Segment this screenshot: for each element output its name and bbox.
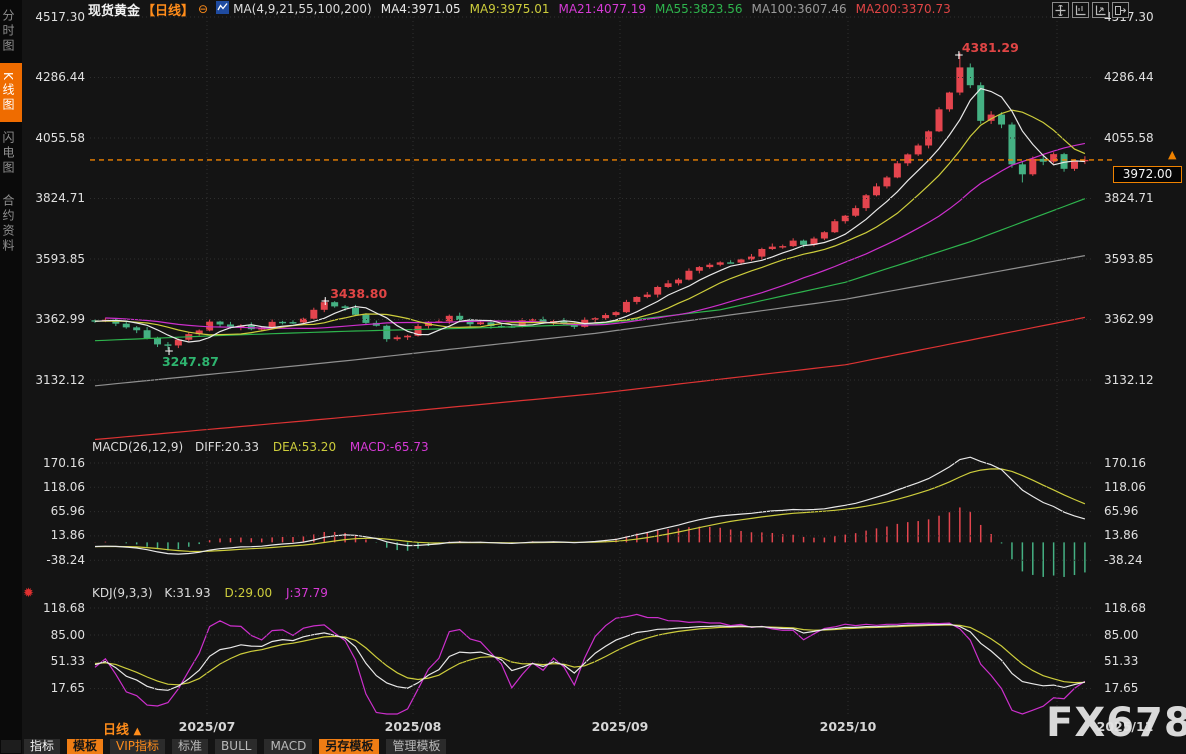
price-axis-label-left: 3132.12 [35, 372, 85, 387]
indicator-settings-icon[interactable]: ✹ [23, 586, 34, 601]
macd-axis-label-left: -38.24 [46, 552, 85, 567]
sidebar-tab-contract-info[interactable]: 合约资料 [1, 193, 15, 254]
sidebar-tab-kline[interactable]: K线图 [0, 63, 22, 122]
period-label: 日线 [103, 723, 130, 738]
xaxis-label-oct: 2025/10 [819, 719, 877, 734]
xaxis-label-aug: 2025/08 [384, 719, 442, 734]
price-axis-label-left: 4286.44 [35, 70, 85, 84]
kdj-axis-label-right: 51.33 [1104, 654, 1139, 669]
tab-indicators[interactable]: 指标 [24, 739, 61, 754]
price-up-arrow-icon: ▲ [1168, 148, 1177, 161]
tab-manage-template[interactable]: 管理模板 [386, 739, 447, 754]
chart-tool-buttons [1052, 2, 1129, 18]
macd-hist-value: MACD:-65.73 [349, 440, 429, 454]
price-axis-label-right: 3362.99 [1104, 312, 1154, 326]
kdj-axis-label-left: 51.33 [50, 654, 85, 669]
high-plus-icon: + [953, 48, 964, 62]
xaxis-label-sep: 2025/09 [591, 719, 649, 734]
macd-legend: MACD(26,12,9) DIFF:20.33 DEA:53.20 MACD:… [92, 440, 429, 454]
price-axis-label-right: 3593.85 [1104, 251, 1154, 266]
tab-macd[interactable]: MACD [264, 739, 313, 754]
kdj-k-value: K:31.93 [164, 586, 211, 600]
price-axis-label-left: 4055.58 [35, 130, 85, 145]
high-price-marker: 4381.29 [961, 40, 1019, 55]
period-tag[interactable]: 【日线】 [142, 3, 195, 19]
period-selector-button[interactable]: 日线 ▲ [103, 719, 141, 738]
macd-axis-label-left: 13.86 [50, 528, 85, 543]
ma100-value: MA100:3607.46 [751, 2, 847, 16]
tab-standard[interactable]: 标准 [172, 739, 209, 754]
macd-axis-label-left: 118.06 [43, 479, 85, 494]
tab-vip-indicators[interactable]: VIP指标 [110, 739, 166, 754]
macd-axis-label-right: -38.24 [1104, 552, 1143, 567]
tab-templates[interactable]: 模板 [67, 739, 104, 754]
ma55-value: MA55:3823.56 [654, 2, 743, 16]
macd-axis-label-left: 65.96 [50, 504, 85, 519]
macd-diff-value: DIFF:20.33 [194, 440, 260, 454]
chart-header: 现货黄金 【日线】 ⊖ MA(4,9,21,55,100,200) MA4:39… [88, 1, 960, 19]
sidebar-footer-button[interactable] [1, 740, 21, 753]
price-axis-label-left: 4517.30 [35, 9, 85, 24]
symbol-name: 现货黄金 [88, 3, 141, 19]
bottom-toolbar: 指标 模板 VIP指标 标准 BULL MACD 另存模板 管理模板 [24, 739, 447, 754]
period-dropdown-arrow-icon: ▲ [133, 726, 142, 737]
kdj-axis-label-left: 85.00 [50, 627, 85, 642]
kdj-axis-label-right: 85.00 [1104, 627, 1139, 642]
kdj-j-value: J:37.79 [285, 586, 328, 600]
macd-axis-label-right: 118.06 [1104, 479, 1146, 494]
swing-low-plus-icon: + [163, 344, 174, 358]
current-price-tag[interactable]: 3972.00 [1113, 166, 1182, 183]
macd-axis-label-right: 65.96 [1104, 504, 1139, 519]
kdj-legend: KDJ(9,3,3) K:31.93 D:29.00 J:37.79 [92, 586, 328, 600]
price-axis-label-right: 3824.71 [1104, 191, 1154, 205]
macd-title: MACD(26,12,9) [92, 440, 184, 454]
price-axis-label-left: 3824.71 [35, 191, 85, 205]
ma9-value: MA9:3975.01 [469, 2, 550, 16]
ma21-value: MA21:4077.19 [558, 2, 646, 16]
left-sidebar: 分时图 K线图 闪电图 合约资料 [0, 0, 22, 754]
price-axis-label-right: 4055.58 [1104, 130, 1154, 145]
macd-axis-label-right: 170.16 [1104, 455, 1146, 470]
kdj-title: KDJ(9,3,3) [92, 586, 153, 600]
tab-save-template[interactable]: 另存模板 [319, 739, 380, 754]
kdj-axis-label-left: 17.65 [50, 681, 85, 696]
ma4-value: MA4:3971.05 [380, 2, 461, 16]
swing-high-plus-icon: + [320, 294, 331, 308]
kdj-axis-label-left: 118.68 [43, 600, 85, 615]
xaxis-label-jul: 2025/07 [178, 719, 236, 734]
kdj-d-value: D:29.00 [224, 586, 273, 600]
price-axis-label-left: 3362.99 [35, 312, 85, 326]
collapse-circle-icon[interactable]: ⊖ [198, 2, 209, 16]
swing-high-marker: 3438.80 [330, 286, 388, 301]
price-axis-label-left: 3593.85 [35, 251, 85, 266]
price-axis-label-right: 3132.12 [1104, 372, 1154, 387]
sidebar-tab-lightning[interactable]: 闪电图 [1, 130, 15, 176]
fx678-watermark: FX678 [1046, 700, 1186, 746]
macd-axis-label-right: 13.86 [1104, 528, 1139, 543]
kdj-axis-label-right: 17.65 [1104, 681, 1139, 696]
scale-left-axis-icon[interactable] [1072, 2, 1089, 18]
ma200-value: MA200:3370.73 [855, 2, 951, 16]
ma-chart-icon[interactable] [216, 1, 230, 17]
macd-axis-label-left: 170.16 [43, 455, 85, 470]
expand-panel-icon[interactable] [1112, 2, 1129, 18]
ma-params-label: MA(4,9,21,55,100,200) [233, 2, 372, 16]
swing-low-marker: 3247.87 [161, 354, 219, 369]
scale-right-axis-icon[interactable] [1092, 2, 1109, 18]
kdj-axis-label-right: 118.68 [1104, 600, 1146, 615]
price-axis-label-right: 4286.44 [1104, 70, 1154, 84]
macd-dea-value: DEA:53.20 [272, 440, 337, 454]
sidebar-tab-timeline[interactable]: 分时图 [1, 9, 15, 54]
xaxis-label-nov: 2025/11 [1096, 719, 1154, 734]
crosshair-move-icon[interactable] [1052, 2, 1069, 18]
tab-bull[interactable]: BULL [215, 739, 258, 754]
